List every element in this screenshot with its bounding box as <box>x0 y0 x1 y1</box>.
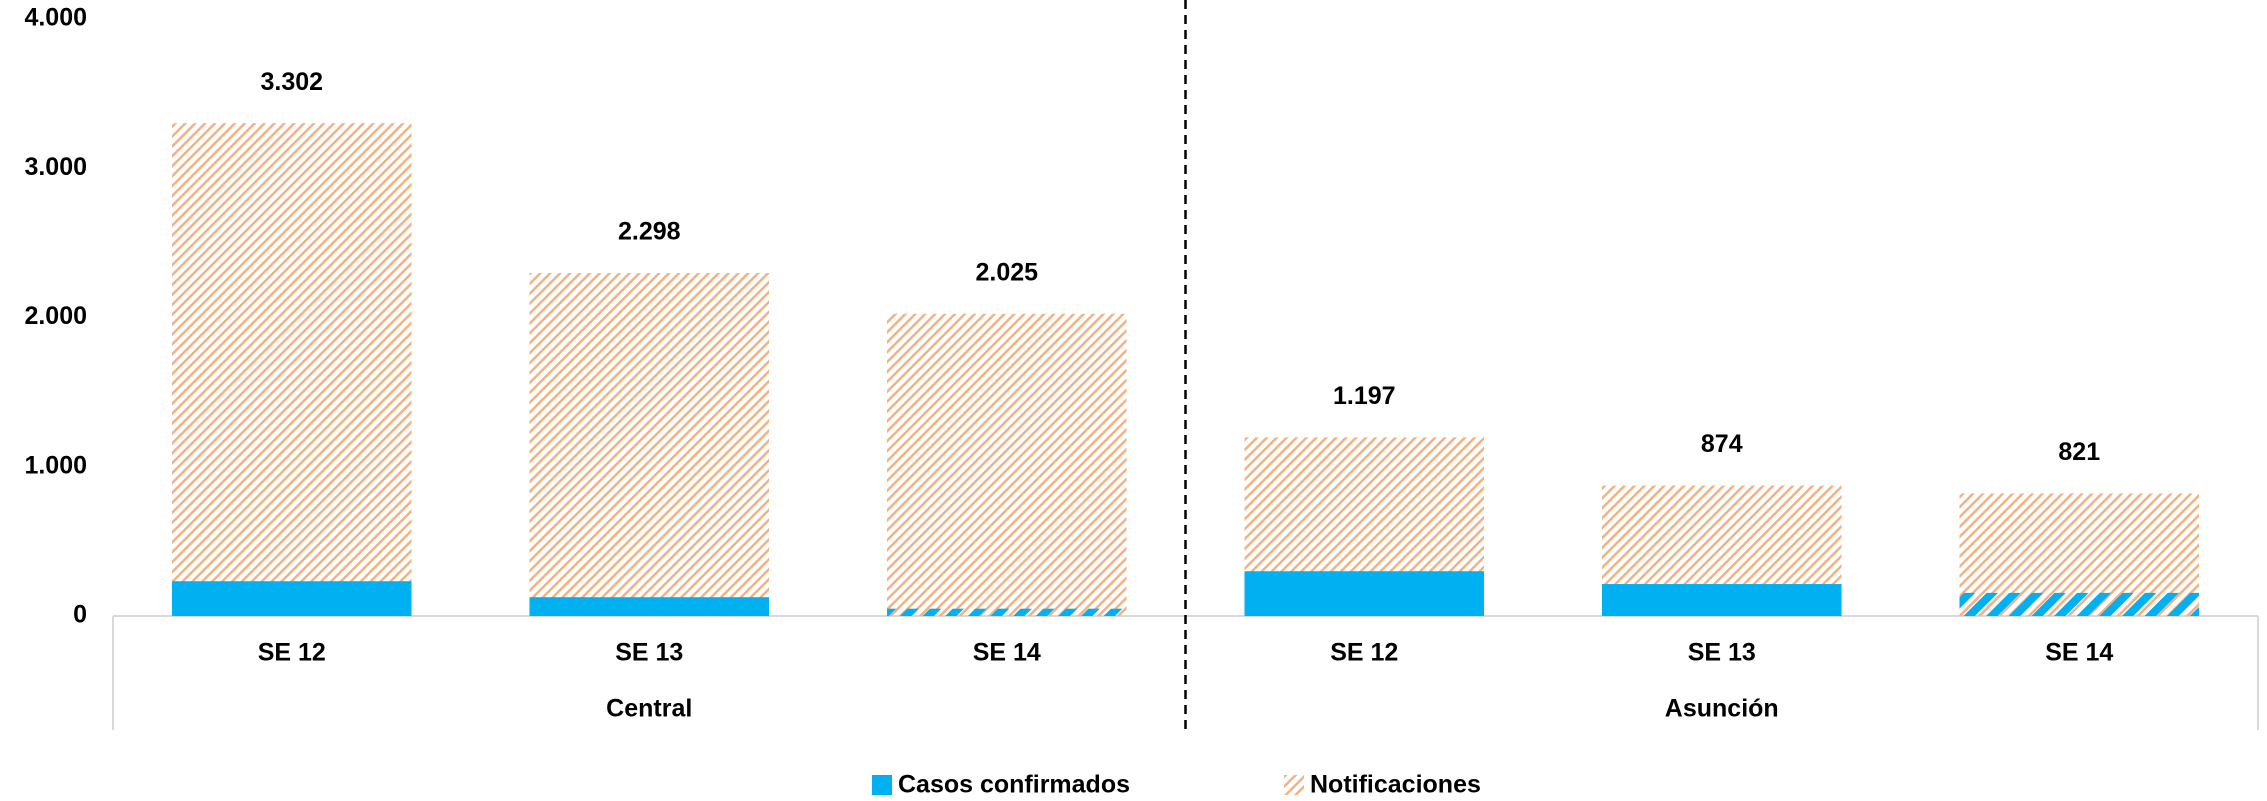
bar <box>1601 584 1842 616</box>
bar <box>886 608 1127 616</box>
y-tick-label: 2.000 <box>24 302 87 330</box>
data-label: 2.025 <box>975 258 1038 286</box>
group-label: Central <box>606 695 692 723</box>
bar <box>529 597 770 616</box>
bar <box>529 273 770 616</box>
data-label: 3.302 <box>260 68 323 96</box>
legend-label: Casos confirmados <box>898 771 1130 799</box>
data-label: 874 <box>1701 430 1743 458</box>
y-tick-label: 0 <box>73 601 87 629</box>
x-tick-label: SE 14 <box>2045 639 2113 667</box>
legend-swatch <box>872 775 892 795</box>
x-tick-label: SE 13 <box>615 639 683 667</box>
x-tick-label: SE 12 <box>1330 639 1398 667</box>
group-label: Asunción <box>1665 695 1779 723</box>
x-tick-label: SE 14 <box>973 639 1041 667</box>
bar <box>171 123 412 616</box>
bar <box>171 581 412 616</box>
legend-label: Notificaciones <box>1310 771 1481 799</box>
x-tick-label: SE 13 <box>1688 639 1756 667</box>
bar <box>1959 592 2200 616</box>
data-label: 2.298 <box>618 218 681 246</box>
data-label: 1.197 <box>1333 382 1396 410</box>
bar <box>886 313 1127 616</box>
y-tick-label: 1.000 <box>24 451 87 479</box>
x-tick-label: SE 12 <box>258 639 326 667</box>
y-tick-label: 4.000 <box>24 4 87 32</box>
bar <box>1244 571 1485 616</box>
y-tick-label: 3.000 <box>24 153 87 181</box>
legend-swatch <box>1284 775 1304 795</box>
data-label: 821 <box>2058 438 2100 466</box>
